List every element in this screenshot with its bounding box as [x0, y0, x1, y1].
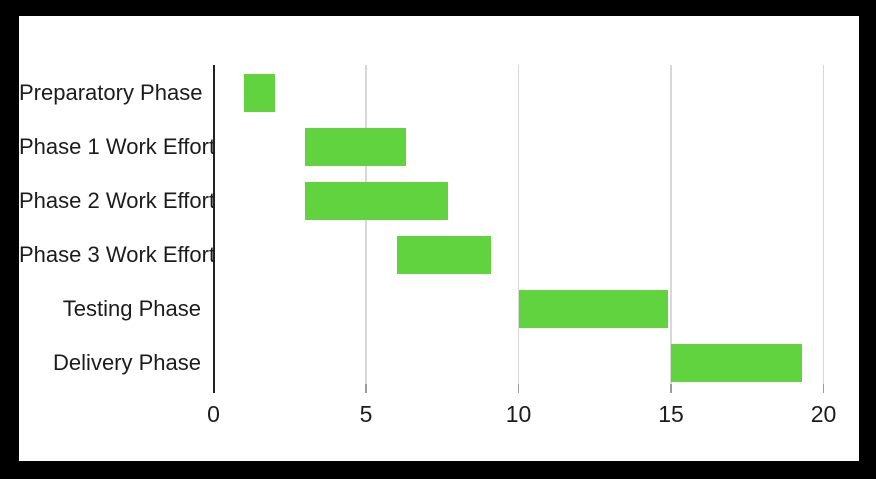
- x-tick-label: 20: [810, 401, 837, 427]
- category-label: Phase 2 Work Effort: [19, 188, 216, 213]
- gantt-bar: [671, 344, 803, 382]
- x-tick-label: 10: [505, 401, 532, 427]
- axis-tick: [365, 384, 367, 393]
- category-label: Testing Phase: [62, 296, 201, 321]
- gantt-bar: [396, 236, 492, 274]
- category-label: Phase 3 Work Effort: [19, 242, 216, 267]
- category-label: Delivery Phase: [53, 350, 201, 375]
- gridline: [822, 65, 825, 384]
- category-label: Preparatory Phase: [19, 80, 203, 105]
- gantt-bar: [305, 128, 406, 166]
- chart-panel: Preparatory Phase Phase 1 Work Effort Phas…: [19, 16, 859, 461]
- value-axis: 0 5 10 15 20: [19, 16, 859, 461]
- category-label: Phase 1 Work Effort: [19, 134, 216, 159]
- axis-tick: [670, 384, 672, 393]
- x-tick-label: 5: [359, 401, 373, 427]
- x-tick-label: 0: [207, 401, 220, 427]
- x-tick-label: 15: [658, 401, 684, 427]
- axis-tick: [517, 384, 520, 393]
- plot-area: [19, 16, 859, 461]
- zero-axis-line: [212, 65, 215, 393]
- gantt-bar: [518, 290, 668, 328]
- category-axis: Preparatory Phase Phase 1 Work Effort Phas…: [19, 16, 859, 461]
- gridline: [670, 65, 672, 384]
- gantt-bar: [244, 74, 275, 112]
- gantt-bar: [305, 182, 449, 220]
- gridline: [365, 65, 367, 384]
- gridline: [517, 65, 520, 384]
- axis-tick: [822, 384, 825, 393]
